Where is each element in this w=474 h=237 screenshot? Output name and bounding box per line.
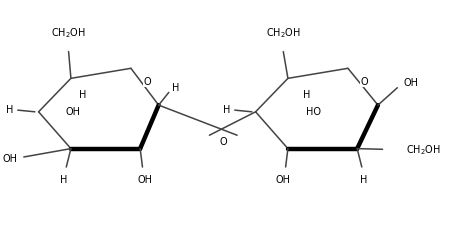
Text: O: O bbox=[360, 77, 368, 87]
Text: CH$_2$OH: CH$_2$OH bbox=[406, 143, 441, 157]
Text: CH$_2$OH: CH$_2$OH bbox=[51, 26, 86, 40]
Text: H: H bbox=[303, 90, 310, 100]
Text: OH: OH bbox=[403, 78, 419, 88]
Text: H: H bbox=[173, 83, 180, 93]
Text: HO: HO bbox=[306, 107, 321, 117]
Text: H: H bbox=[60, 175, 68, 185]
Text: OH: OH bbox=[276, 175, 291, 185]
Text: H: H bbox=[360, 175, 368, 185]
Text: H: H bbox=[223, 105, 230, 115]
Text: OH: OH bbox=[137, 175, 152, 185]
Text: H: H bbox=[79, 90, 86, 100]
Text: CH$_2$OH: CH$_2$OH bbox=[266, 26, 301, 40]
Text: OH: OH bbox=[66, 107, 81, 117]
Text: OH: OH bbox=[3, 154, 18, 164]
Text: H: H bbox=[6, 105, 13, 115]
Text: O: O bbox=[143, 77, 151, 87]
Text: O: O bbox=[219, 137, 227, 147]
